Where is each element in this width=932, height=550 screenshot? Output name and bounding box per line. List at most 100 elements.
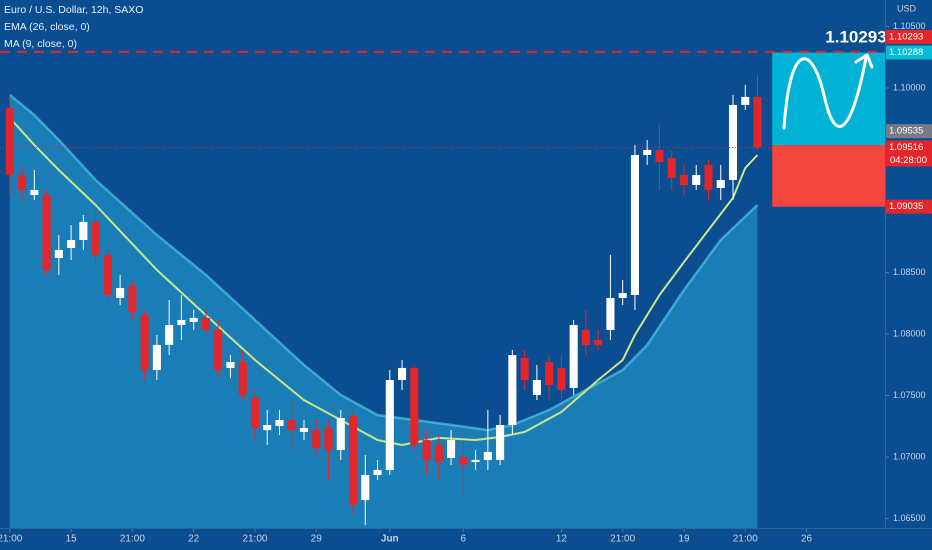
candle-body [214, 329, 223, 371]
candle-body [324, 427, 333, 451]
candle-body [655, 149, 664, 163]
candle-body [692, 174, 701, 186]
arrow-curve [782, 56, 868, 130]
candle-body [250, 397, 260, 428]
currency-label: USD [897, 3, 917, 13]
candle-body [447, 440, 456, 459]
candle-body [5, 108, 14, 175]
last-price-label-box [886, 140, 932, 155]
candle-body [753, 96, 762, 148]
entry-price-label-box [886, 124, 932, 139]
y-tick-label: 1.07500 [893, 390, 926, 400]
candle-body [410, 367, 419, 445]
last-price-label: 1.09516 [889, 142, 923, 153]
candle-body [275, 419, 284, 427]
x-tick-label: 21:00 [0, 534, 23, 545]
x-tick-label: 21:00 [610, 534, 635, 545]
y-tick-label: 1.10000 [893, 82, 926, 92]
profit-zone [772, 52, 885, 146]
arrow-head [854, 53, 874, 69]
candle-body [336, 418, 345, 451]
candle-body [226, 362, 235, 368]
candle-body [54, 249, 63, 258]
candle-body [103, 255, 112, 296]
candle-body [434, 444, 443, 463]
entry-price-label: 1.09535 [889, 126, 923, 137]
x-tick-label: 21:00 [120, 534, 145, 545]
countdown-label: 04:28:00 [890, 155, 927, 166]
candle-body [67, 240, 76, 249]
candle-body [116, 287, 125, 298]
chart-title: Euro / U.S. Dollar, 12h, SAXO [4, 4, 143, 16]
candle-body [373, 470, 382, 475]
candle-body [483, 451, 492, 460]
x-tick-label: 6 [461, 534, 467, 545]
legend-ema: EMA (26, close, 0) [4, 21, 90, 33]
stop-price-label-box [886, 199, 932, 214]
candle-body [630, 155, 639, 296]
candle-body [594, 340, 603, 345]
candle-body [189, 318, 198, 322]
x-tick-label: 29 [311, 534, 323, 545]
target-price-label-box [886, 45, 932, 60]
candle-body [287, 419, 296, 431]
x-tick-label: 21:00 [242, 534, 267, 545]
candle-body [18, 174, 27, 190]
annotation-label: 1.10293 [825, 27, 886, 46]
loss-zone [772, 145, 885, 207]
overlay-layer: 1.10500 1.10000 1.08500 1.08000 1.07500 1.070… [0, 21, 932, 545]
candle-body [667, 157, 676, 179]
candle-body [299, 427, 309, 433]
candle-body [201, 318, 210, 330]
candle-body [398, 367, 407, 381]
x-tick-label: 15 [66, 534, 78, 545]
candle-body [545, 362, 554, 386]
x-tick-label: 12 [556, 534, 568, 545]
candle-body [581, 329, 590, 345]
annotation-price-label-box [886, 29, 932, 44]
y-tick-label: 1.10500 [893, 21, 926, 31]
legend-ma: MA (9, close, 0) [4, 38, 77, 50]
candles-layer [5, 74, 762, 526]
countdown-box [886, 154, 932, 167]
y-tick-label: 1.07000 [893, 451, 926, 461]
candle-body [422, 440, 431, 460]
candle-body [728, 104, 738, 180]
candle-body [152, 344, 161, 371]
x-tick-label: Jun [381, 534, 399, 545]
candle-body [177, 319, 186, 326]
candle-body [569, 325, 578, 389]
y-tick-label: 1.08500 [893, 267, 926, 277]
candle-body [42, 194, 51, 271]
stop-price-label: 1.09035 [889, 201, 923, 212]
candle-body [741, 96, 750, 105]
candle-body [471, 459, 480, 463]
x-tick-label: 19 [678, 534, 690, 545]
candle-body [30, 189, 39, 195]
candle-body [716, 179, 725, 188]
candle-body [385, 380, 394, 471]
candle-body [165, 325, 174, 345]
candle-body [79, 221, 88, 241]
candle-body [496, 425, 505, 460]
candle-body [643, 149, 652, 156]
x-tick-label: 26 [801, 534, 813, 545]
candle-body [348, 416, 358, 505]
candle-body [679, 174, 689, 186]
y-tick-label: 1.08000 [893, 328, 926, 338]
x-tick-label: 21:00 [733, 534, 758, 545]
ma-line [9, 117, 759, 446]
candle-body [128, 286, 137, 312]
x-tick-label: 22 [188, 534, 200, 545]
ema-area [9, 95, 758, 528]
candle-body [263, 425, 272, 431]
candle-body [557, 367, 566, 390]
target-price-label: 1.10288 [889, 47, 923, 58]
candle-body [140, 315, 149, 371]
candle-body [361, 474, 370, 501]
candle-body [459, 457, 468, 466]
candle-body [704, 164, 713, 190]
candle-body [532, 380, 541, 396]
candle-body [508, 355, 517, 426]
